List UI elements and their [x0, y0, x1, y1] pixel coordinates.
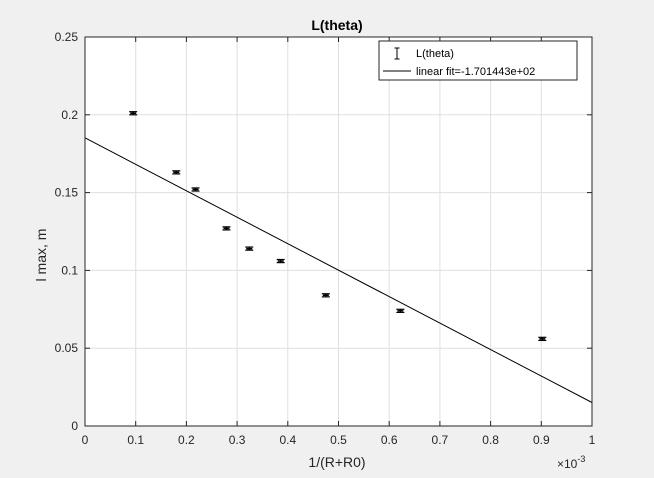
fit-line-group	[84, 137, 593, 403]
x-tick-label: 0.1	[127, 433, 144, 447]
legend-label-data: L(theta)	[416, 48, 454, 60]
legend-box	[378, 40, 578, 81]
y-tick-label: 0.2	[61, 108, 78, 122]
data-point	[276, 258, 285, 264]
y-tick-label: 0.1	[61, 263, 78, 277]
data-point	[396, 308, 405, 314]
data-point	[321, 293, 330, 298]
data-points-group	[129, 111, 547, 342]
fit-line	[84, 137, 593, 403]
x-exponent-base: ×10	[557, 457, 578, 471]
y-tick-label: 0.15	[55, 186, 79, 200]
x-tick-label: 0.6	[381, 433, 398, 447]
chart-title: L(theta)	[311, 17, 362, 33]
x-tick-label: 0.3	[229, 433, 246, 447]
data-point	[245, 246, 254, 251]
x-tick-label: 0.8	[482, 433, 499, 447]
data-point	[538, 336, 547, 342]
legend-label-fit: linear fit=-1.701443e+02	[416, 66, 535, 78]
x-tick-label: 0	[82, 433, 89, 447]
x-exponent-power: -3	[577, 454, 585, 464]
legend: L(theta) linear fit=-1.701443e+02	[378, 40, 578, 81]
y-tick-label: 0.05	[55, 341, 79, 355]
data-point	[191, 187, 200, 192]
y-axis-label: l max, m	[33, 229, 49, 282]
x-axis-label: 1/(R+R0)	[308, 454, 365, 470]
y-axis-ticks: 0 0.05 0.1 0.15 0.2 0.25	[55, 30, 592, 433]
x-tick-label: 0.5	[330, 433, 347, 447]
data-point	[129, 111, 138, 116]
x-tick-label: 0.2	[178, 433, 195, 447]
legend-errorbar-icon	[394, 47, 400, 60]
x-tick-label: 0.4	[279, 433, 296, 447]
y-tick-label: 0.25	[55, 30, 79, 44]
x-axis-ticks: 0 0.1 0.2 0.3 0.4 0.5 0.6 0.7 0.8 0.9 1	[82, 37, 596, 447]
x-tick-label: 0.9	[533, 433, 550, 447]
y-tick-label: 0	[71, 419, 78, 433]
x-tick-label: 0.7	[432, 433, 449, 447]
data-point	[172, 170, 181, 175]
data-point	[222, 226, 231, 231]
x-tick-label: 1	[589, 433, 596, 447]
x-exponent-multiplier: ×10-3	[557, 454, 585, 471]
